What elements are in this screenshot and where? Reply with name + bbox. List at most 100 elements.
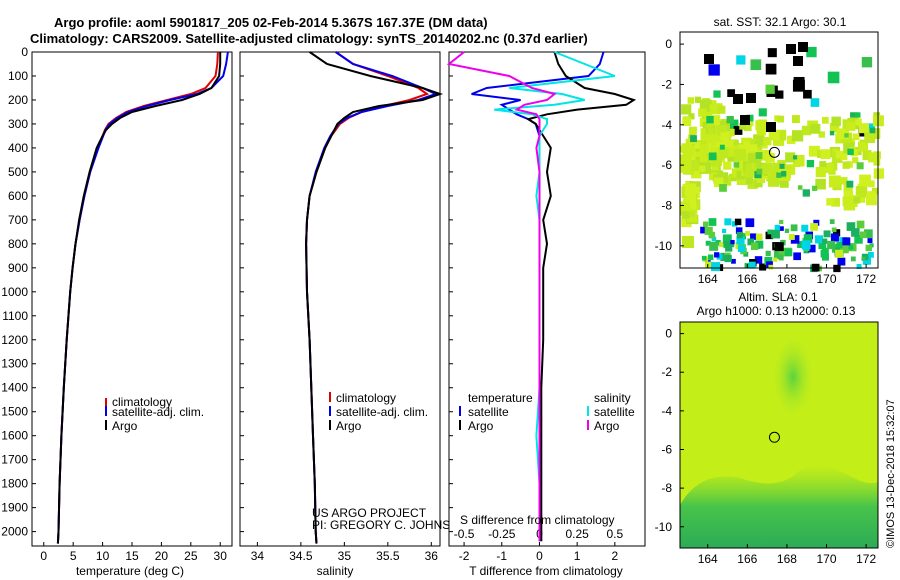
salinity-depth-ticks bbox=[240, 51, 244, 533]
sst-cell bbox=[855, 186, 868, 198]
sst-cell bbox=[754, 140, 762, 147]
sst-cell bbox=[873, 168, 885, 179]
sst-cell bbox=[846, 180, 854, 188]
sst-cell bbox=[864, 229, 873, 239]
sst-cell bbox=[708, 152, 717, 161]
sst-cell bbox=[827, 71, 840, 84]
sst-cell bbox=[701, 255, 707, 261]
latitude-tick-label: -10 bbox=[655, 520, 673, 534]
sst-cell bbox=[681, 104, 692, 115]
sst-cell bbox=[836, 128, 846, 138]
sst-cell bbox=[857, 141, 869, 152]
x-tick-label: -1 bbox=[496, 549, 507, 563]
sst-cell bbox=[747, 153, 758, 164]
sst-cell bbox=[810, 223, 818, 231]
sst-cell bbox=[711, 155, 722, 167]
sst-cell bbox=[755, 146, 763, 154]
longitude-tick-label: 168 bbox=[777, 552, 797, 566]
sst-cell bbox=[761, 165, 771, 175]
sst-data-cells bbox=[680, 42, 885, 273]
x-tick-label: -2 bbox=[459, 549, 470, 563]
legend-s-argo-label: Argo bbox=[594, 419, 620, 433]
sst-cell bbox=[707, 134, 717, 144]
sst-cell bbox=[787, 135, 796, 145]
sst-cell bbox=[754, 256, 763, 264]
sst-cell bbox=[727, 89, 736, 98]
sst-cell bbox=[810, 123, 821, 134]
sst-cell bbox=[707, 128, 715, 135]
s-difference-tick-label: -0.25 bbox=[488, 527, 516, 541]
depth-tick-label: 1100 bbox=[2, 309, 28, 323]
sst-cell bbox=[745, 163, 753, 170]
temperature-axis-label: temperature (deg C) bbox=[76, 564, 184, 578]
sst-cell bbox=[708, 231, 716, 239]
sst-cell bbox=[862, 151, 872, 161]
sst-cell bbox=[731, 221, 738, 227]
legend-climatology-label: climatology bbox=[336, 391, 396, 405]
longitude-tick-label: 166 bbox=[737, 272, 757, 286]
latitude-tick-label: -8 bbox=[661, 198, 672, 212]
sst-cell bbox=[744, 168, 754, 178]
latitude-tick-label: -4 bbox=[661, 118, 672, 132]
sst-cell bbox=[815, 167, 826, 178]
sst-cell bbox=[721, 228, 727, 234]
sst-cell bbox=[803, 89, 812, 99]
sst-cell bbox=[854, 118, 862, 126]
sst-cell bbox=[821, 116, 829, 124]
sst-cell bbox=[716, 125, 728, 136]
sst-cell bbox=[820, 149, 831, 160]
t-difference-axis-label: T difference from climatology bbox=[469, 564, 623, 578]
sst-cell bbox=[839, 244, 849, 254]
sst-cell bbox=[836, 242, 843, 249]
sst-cell bbox=[682, 236, 694, 248]
sst-cell bbox=[765, 250, 771, 257]
difference-depth-ticks bbox=[449, 51, 453, 533]
sst-cell bbox=[725, 244, 733, 252]
sst-cell bbox=[719, 242, 724, 247]
x-tick-label: 15 bbox=[125, 549, 139, 563]
sst-cell bbox=[720, 252, 729, 261]
argo-position-marker bbox=[768, 431, 780, 443]
imos-timestamp: ©IMOS 13-Dec-2018 15:32:07 bbox=[885, 399, 897, 548]
sst-cell bbox=[831, 227, 837, 233]
sst-cell bbox=[767, 175, 780, 187]
longitude-tick-label: 170 bbox=[817, 552, 837, 566]
longitude-tick-label: 166 bbox=[737, 552, 757, 566]
sst-cell bbox=[717, 105, 726, 114]
sst-cell bbox=[709, 115, 721, 127]
sst-cell bbox=[740, 115, 750, 125]
legend-argo-label: Argo bbox=[336, 419, 362, 433]
latitude-tick-label: 0 bbox=[665, 327, 672, 341]
pi-credit: PI: GREGORY C. JOHNSON bbox=[312, 518, 468, 532]
sst-cell bbox=[750, 59, 762, 71]
figure-title-line2: Climatology: CARS2009. Satellite-adjuste… bbox=[30, 31, 588, 46]
sst-cell bbox=[691, 168, 702, 179]
temperature-x-axis: 0 5 10 15 20 25 30 bbox=[40, 542, 227, 563]
sst-cell bbox=[862, 256, 872, 265]
sst-cell bbox=[821, 247, 829, 255]
sst-cell bbox=[765, 63, 777, 75]
sst-cell bbox=[827, 240, 836, 250]
sst-cell bbox=[708, 64, 720, 76]
sst-cell bbox=[797, 185, 803, 190]
sst-cell bbox=[694, 96, 702, 104]
depth-tick-label: 1300 bbox=[1, 357, 28, 371]
latitude-tick-label: -2 bbox=[661, 365, 672, 379]
depth-tick-label: 1500 bbox=[1, 405, 28, 419]
sst-cell bbox=[831, 116, 841, 127]
sst-cell bbox=[765, 152, 775, 163]
sst-cell bbox=[829, 122, 840, 133]
depth-tick-label: 1800 bbox=[1, 477, 28, 491]
legend-satellite-label: satellite-adj. clim. bbox=[112, 405, 204, 419]
sst-cell bbox=[770, 166, 781, 176]
difference-plot-frame bbox=[448, 51, 646, 547]
difference-x-axis: -2 -1 0 1 2 bbox=[459, 542, 619, 563]
sst-cell bbox=[703, 221, 709, 227]
sst-cell bbox=[699, 162, 712, 174]
sst-cell bbox=[736, 236, 745, 245]
legend-climatology-label: climatology bbox=[112, 395, 172, 409]
x-tick-label: 0 bbox=[40, 549, 47, 563]
sst-cell bbox=[848, 244, 854, 250]
sst-cell bbox=[761, 142, 768, 149]
